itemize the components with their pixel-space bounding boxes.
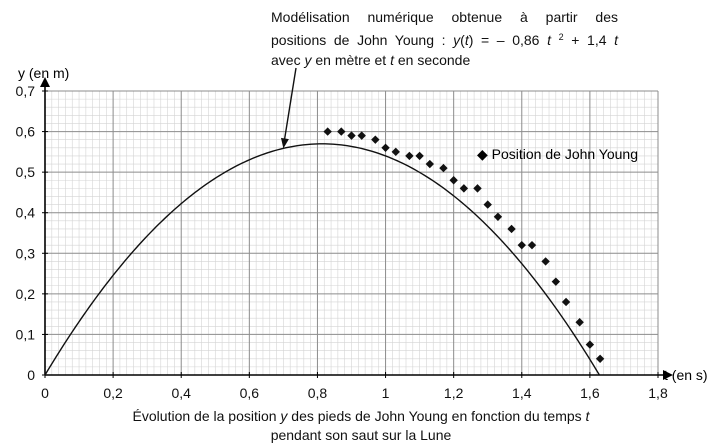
x-tick-label: 0,2 xyxy=(103,385,123,401)
annotation-arrow-shaft xyxy=(283,67,297,141)
annotation-line-1: Modélisation numérique obtenue à partir … xyxy=(271,9,618,25)
x-tick-label: 1,8 xyxy=(648,385,668,401)
y-tick-label: 0,1 xyxy=(16,326,36,342)
x-tick-label: 1,2 xyxy=(444,385,464,401)
annotation-seconde: en seconde xyxy=(397,52,471,68)
data-point-marker xyxy=(425,159,435,169)
annotation-line-3: avec y en mètre et t en seconde xyxy=(271,50,618,70)
data-point-marker xyxy=(391,147,400,157)
formula-y: y xyxy=(453,32,461,48)
x-tick-label: 0 xyxy=(41,385,49,401)
annotation-t: t xyxy=(390,52,394,68)
annotation-formula: y(t) = – 0,86 t 2 + 1,4 t xyxy=(453,32,618,48)
y-tick-label: 0,3 xyxy=(16,245,36,261)
tick-labels: 0 0,2 0,4 0,6 0,8 1 1,2 1,4 1,6 1,8 0 0,1 0,2 0,3 0,4 0… xyxy=(16,83,668,401)
formula-t: t xyxy=(464,32,469,48)
y-tick-label: 0,5 xyxy=(16,164,36,180)
formula-open: ( xyxy=(460,32,465,48)
annotation-metre: en mètre et xyxy=(315,52,387,68)
data-point-marker xyxy=(405,151,414,161)
annotation-prefix: positions de John Young : xyxy=(271,32,446,48)
data-point-marker xyxy=(575,318,584,327)
data-point-marker xyxy=(483,200,492,209)
annotation-arrowhead xyxy=(280,137,289,149)
data-point-marker xyxy=(357,131,366,140)
y-axis-arrowhead xyxy=(40,77,50,87)
data-point-marker xyxy=(595,354,605,363)
y-tick-label: 0,6 xyxy=(16,124,36,140)
model-annotation: Modélisation numérique obtenue à partir … xyxy=(271,7,618,70)
legend-label: ◆ Position de John Young xyxy=(477,146,638,162)
formula-mid2: + 1,4 xyxy=(571,32,607,48)
x-tick-label: 1 xyxy=(382,385,390,401)
data-point-marker xyxy=(493,212,503,221)
data-point-marker xyxy=(323,127,332,136)
data-point-marker xyxy=(541,257,550,266)
formula-exponent: 2 xyxy=(558,32,564,42)
y-tick-label: 0 xyxy=(27,367,35,383)
data-point-marker xyxy=(459,184,469,193)
annotation-line-2: positions de John Young : y(t) = – 0,86 … xyxy=(271,27,618,50)
minor-grid xyxy=(45,91,658,375)
caption-italic-var: t xyxy=(585,408,590,424)
data-point-marker xyxy=(585,340,595,349)
y-tick-label: 0,2 xyxy=(16,286,36,302)
x-axis-arrowhead xyxy=(663,370,673,380)
formula-t3: t xyxy=(614,32,619,48)
data-point-marker xyxy=(449,176,458,185)
data-point-marker xyxy=(527,240,537,250)
caption-line-1: Évolution de la position y des pieds de … xyxy=(132,408,590,424)
model-curve-path xyxy=(44,143,601,376)
y-tick-label: 0,4 xyxy=(16,205,36,221)
annotation-avec: avec xyxy=(271,52,301,68)
formula-t2: t xyxy=(547,32,551,48)
x-axis-label: t (en s) xyxy=(664,367,708,383)
data-point-marker xyxy=(337,127,346,136)
data-point-marker xyxy=(561,297,571,307)
data-point-marker xyxy=(473,184,482,193)
data-point-marker xyxy=(347,131,356,140)
x-tick-label: 0,6 xyxy=(240,385,260,401)
data-point-marker xyxy=(439,163,448,173)
y-axis-label: y (en m) xyxy=(18,65,69,81)
data-point-marker xyxy=(517,240,526,250)
x-tick-label: 0,4 xyxy=(171,385,191,401)
data-point-marker xyxy=(551,277,561,286)
x-tick-label: 0,8 xyxy=(308,385,328,401)
model-curve xyxy=(44,143,601,376)
data-point-marker xyxy=(371,135,380,144)
x-tick-label: 1,6 xyxy=(580,385,600,401)
y-tick-label: 0,7 xyxy=(16,83,36,99)
annotation-y: y xyxy=(304,52,312,68)
data-point-marker xyxy=(415,151,424,161)
data-point-marker xyxy=(507,224,516,234)
data-points xyxy=(323,127,605,363)
annotation-arrow xyxy=(280,67,297,149)
formula-mid: ) = – 0,86 xyxy=(468,32,540,48)
data-point-marker xyxy=(381,143,390,152)
x-tick-label: 1,4 xyxy=(512,385,532,401)
caption-line-2: pendant son saut sur la Lune xyxy=(270,427,452,443)
caption-italic-var: y xyxy=(280,408,288,424)
